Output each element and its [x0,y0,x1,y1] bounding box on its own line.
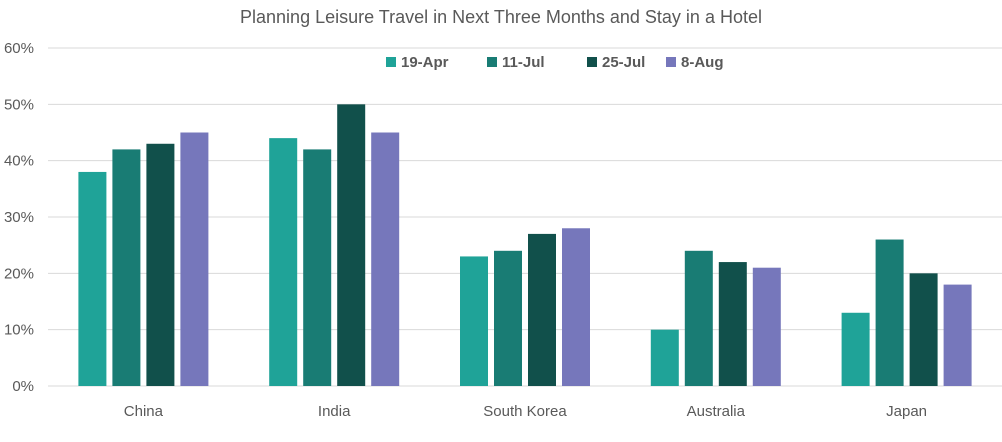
y-tick-label: 60% [4,40,34,57]
bar-japan-19-apr [841,312,870,386]
y-tick-label: 20% [4,265,34,282]
y-tick-label: 10% [4,322,34,339]
x-category-label: Japan [886,403,927,420]
x-axis-categories: China India South Korea Australia Japan [124,403,927,420]
bar-japan-8-aug [943,284,972,386]
bar-south-korea-25-jul [528,233,556,386]
y-axis-ticks: 0% 10% 20% 30% 40% 50% 60% [4,40,34,395]
legend: 19-Apr 11-Jul 25-Jul 8-Aug [386,54,724,71]
bar-south-korea-11-jul [494,250,522,386]
legend-swatch [666,57,676,67]
bars [78,104,972,386]
bar-china-11-jul [112,149,141,386]
bar-china-8-aug [180,132,209,386]
legend-label: 25-Jul [602,54,645,71]
bar-japan-25-jul [909,273,938,386]
x-category-label: South Korea [483,403,567,420]
bar-australia-8-aug [752,267,781,386]
y-tick-label: 50% [4,96,34,113]
x-category-label: China [124,403,164,420]
legend-label: 8-Aug [681,54,724,71]
bar-india-19-apr [269,138,298,386]
bar-australia-25-jul [718,262,747,386]
bar-japan-11-jul [875,239,904,386]
x-category-label: Australia [687,403,746,420]
legend-swatch [386,57,396,67]
bar-south-korea-8-aug [562,228,590,386]
legend-swatch [587,57,597,67]
y-tick-label: 0% [12,378,34,395]
chart-title: Planning Leisure Travel in Next Three Mo… [240,7,762,27]
bar-china-25-jul [146,143,175,386]
bar-australia-11-jul [684,250,713,386]
bar-india-8-aug [371,132,400,386]
legend-label: 11-Jul [502,54,545,71]
bar-india-11-jul [303,149,332,386]
bar-south-korea-19-apr [460,256,488,386]
legend-swatch [487,57,497,67]
bar-india-25-jul [337,104,366,386]
y-tick-label: 40% [4,153,34,170]
x-category-label: India [318,403,351,420]
legend-label: 19-Apr [401,54,449,71]
bar-australia-19-apr [650,329,679,386]
y-tick-label: 30% [4,209,34,226]
bar-china-19-apr [78,171,107,386]
